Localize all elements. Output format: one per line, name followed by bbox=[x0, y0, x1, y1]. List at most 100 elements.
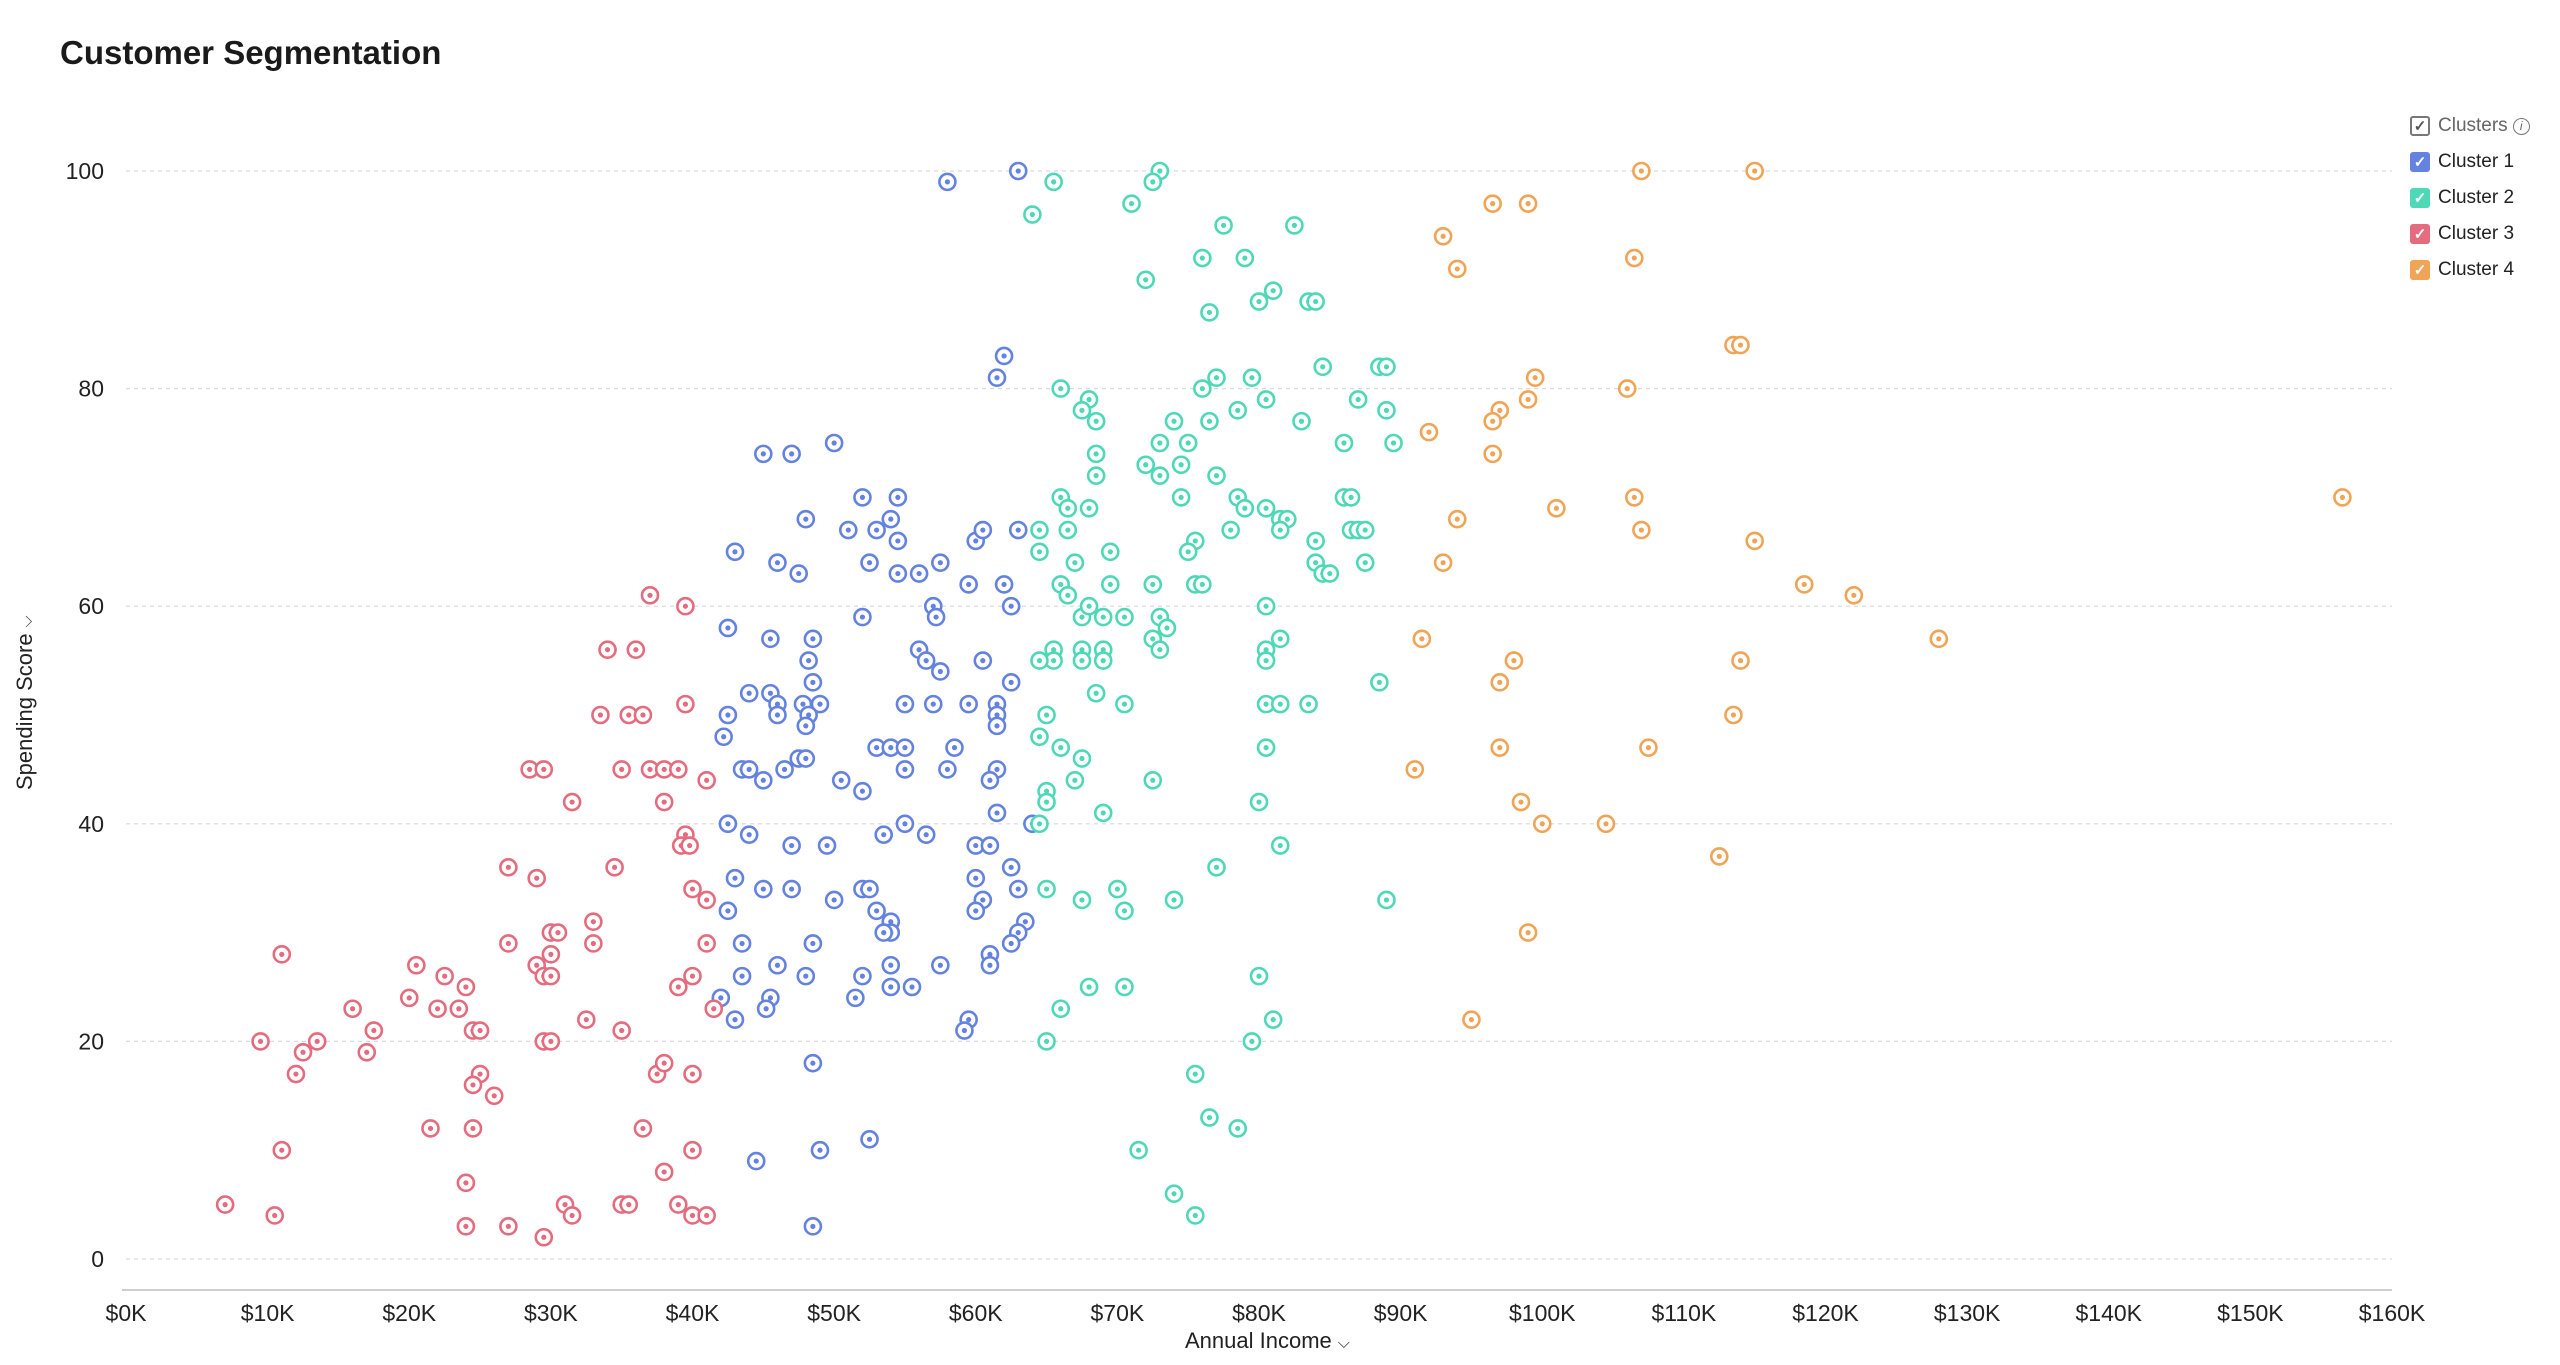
data-point[interactable] bbox=[754, 879, 773, 899]
data-point[interactable] bbox=[1164, 1184, 1184, 1204]
data-point[interactable] bbox=[938, 760, 957, 779]
data-point[interactable] bbox=[541, 1032, 561, 1051]
data-point[interactable] bbox=[697, 890, 716, 910]
data-point[interactable] bbox=[272, 945, 292, 964]
data-point[interactable] bbox=[1235, 498, 1255, 518]
data-point[interactable] bbox=[725, 1010, 745, 1029]
data-point[interactable] bbox=[1164, 411, 1184, 431]
data-point[interactable] bbox=[1037, 792, 1056, 812]
data-point[interactable] bbox=[1086, 411, 1106, 431]
data-point[interactable] bbox=[1037, 1032, 1056, 1051]
data-point[interactable] bbox=[1051, 999, 1071, 1019]
data-point[interactable] bbox=[1100, 575, 1120, 594]
data-point[interactable] bbox=[1115, 694, 1134, 714]
data-point[interactable] bbox=[1313, 357, 1333, 377]
data-point[interactable] bbox=[1030, 727, 1049, 747]
data-point[interactable] bbox=[541, 945, 561, 964]
data-point[interactable] bbox=[399, 988, 419, 1008]
data-point[interactable] bbox=[1086, 466, 1106, 485]
data-point[interactable] bbox=[860, 1130, 879, 1149]
data-point[interactable] bbox=[768, 553, 787, 572]
data-point[interactable] bbox=[1724, 705, 1743, 725]
data-point[interactable] bbox=[1037, 705, 1056, 725]
legend-header-clusters[interactable]: ✓ Clusters i bbox=[2410, 108, 2530, 144]
data-point[interactable] bbox=[272, 1140, 292, 1160]
data-point[interactable] bbox=[499, 1217, 518, 1236]
y-axis-title[interactable]: Spending Score ⌵ bbox=[12, 615, 38, 790]
data-point[interactable] bbox=[435, 966, 454, 986]
data-point[interactable] bbox=[1115, 901, 1134, 921]
data-point[interactable] bbox=[1008, 161, 1028, 181]
data-point[interactable] bbox=[1447, 509, 1467, 529]
data-point[interactable] bbox=[598, 640, 617, 660]
legend-item-cluster-2[interactable]: ✓ Cluster 2 bbox=[2410, 180, 2530, 216]
data-point[interactable] bbox=[1065, 553, 1085, 572]
data-point[interactable] bbox=[562, 792, 582, 812]
data-point[interactable] bbox=[470, 1021, 490, 1040]
data-point[interactable] bbox=[612, 1021, 631, 1040]
data-point[interactable] bbox=[697, 770, 716, 790]
data-point[interactable] bbox=[704, 999, 724, 1019]
data-point[interactable] bbox=[697, 1206, 716, 1225]
data-point[interactable] bbox=[1518, 194, 1538, 213]
data-point[interactable] bbox=[987, 716, 1007, 736]
data-point[interactable] bbox=[1625, 248, 1644, 268]
data-point[interactable] bbox=[1136, 270, 1155, 290]
data-point[interactable] bbox=[796, 749, 816, 768]
data-point[interactable] bbox=[966, 901, 986, 921]
data-point[interactable] bbox=[683, 1064, 702, 1084]
data-point[interactable] bbox=[1079, 977, 1099, 997]
data-point[interactable] bbox=[1256, 390, 1276, 409]
data-point[interactable] bbox=[576, 1010, 596, 1029]
data-point[interactable] bbox=[1235, 248, 1255, 268]
data-point[interactable] bbox=[463, 1075, 483, 1095]
data-point[interactable] bbox=[421, 1119, 440, 1138]
data-point[interactable] bbox=[789, 564, 809, 583]
data-point[interactable] bbox=[817, 836, 837, 855]
data-point[interactable] bbox=[916, 651, 936, 670]
data-point[interactable] bbox=[1072, 749, 1092, 768]
data-point[interactable] bbox=[1462, 1010, 1481, 1029]
data-point[interactable] bbox=[909, 564, 929, 583]
data-point[interactable] bbox=[1306, 292, 1325, 311]
data-point[interactable] bbox=[1051, 379, 1071, 398]
data-point[interactable] bbox=[1511, 792, 1531, 812]
data-point[interactable] bbox=[1844, 586, 1864, 605]
data-point[interactable] bbox=[824, 433, 844, 453]
data-point[interactable] bbox=[1030, 814, 1049, 834]
data-point[interactable] bbox=[1490, 738, 1510, 757]
data-point[interactable] bbox=[1185, 1206, 1205, 1225]
data-point[interactable] bbox=[584, 912, 603, 932]
info-icon[interactable]: i bbox=[2512, 117, 2530, 135]
data-point[interactable] bbox=[881, 509, 901, 529]
data-point[interactable] bbox=[1221, 520, 1240, 540]
data-point[interactable] bbox=[676, 694, 695, 714]
data-point[interactable] bbox=[803, 629, 823, 649]
data-point[interactable] bbox=[626, 640, 646, 660]
data-point[interactable] bbox=[1143, 770, 1163, 790]
data-point[interactable] bbox=[1093, 651, 1113, 670]
data-point[interactable] bbox=[428, 999, 447, 1019]
data-point[interactable] bbox=[824, 890, 844, 910]
data-point[interactable] bbox=[803, 1053, 823, 1073]
data-point[interactable] bbox=[853, 966, 872, 986]
data-point[interactable] bbox=[1058, 498, 1078, 518]
data-point[interactable] bbox=[955, 1021, 974, 1040]
data-point[interactable] bbox=[449, 999, 469, 1019]
data-point[interactable] bbox=[1001, 934, 1021, 953]
data-point[interactable] bbox=[1143, 575, 1163, 594]
data-point[interactable] bbox=[265, 1206, 285, 1225]
data-point[interactable] bbox=[1547, 498, 1566, 518]
data-point[interactable] bbox=[654, 1162, 674, 1182]
data-point[interactable] bbox=[888, 488, 908, 507]
data-point[interactable] bbox=[756, 999, 776, 1019]
data-point[interactable] bbox=[619, 705, 639, 725]
data-point[interactable] bbox=[1377, 401, 1396, 420]
data-point[interactable] bbox=[1285, 216, 1304, 235]
data-point[interactable] bbox=[987, 803, 1007, 823]
data-point[interactable] bbox=[1150, 640, 1170, 660]
data-point[interactable] bbox=[782, 444, 801, 464]
data-point[interactable] bbox=[1525, 368, 1545, 388]
data-point[interactable] bbox=[853, 607, 872, 627]
data-point[interactable] bbox=[1263, 281, 1283, 300]
